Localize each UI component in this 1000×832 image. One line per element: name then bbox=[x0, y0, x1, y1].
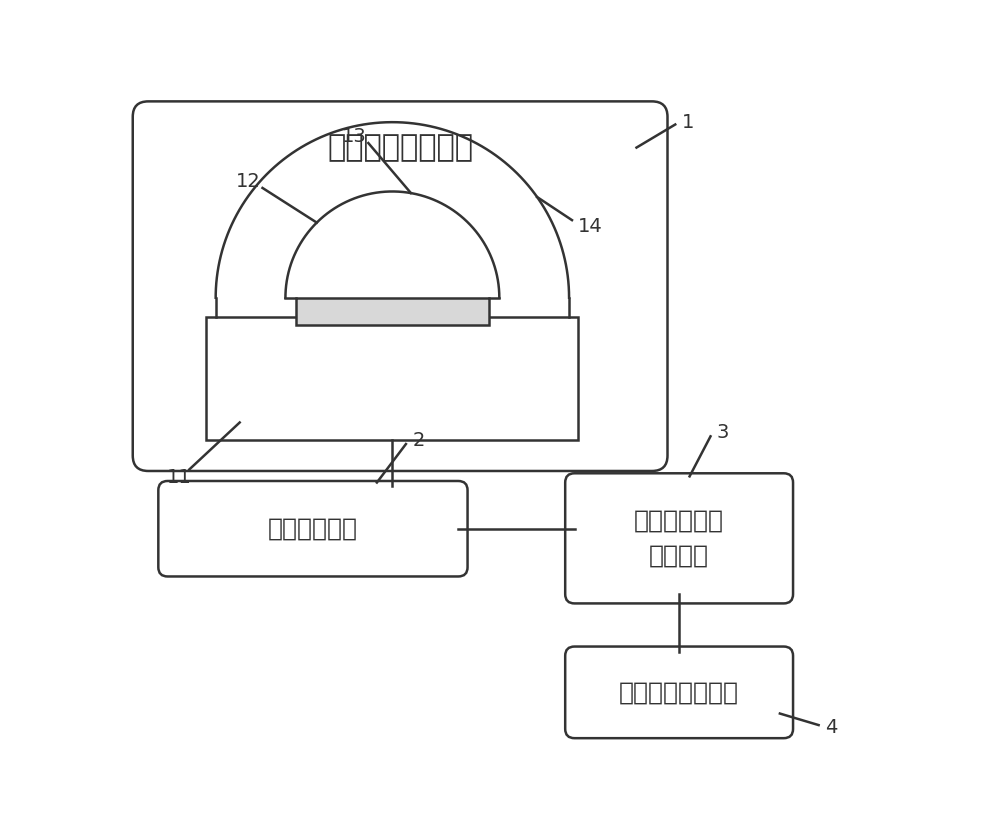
Text: 14: 14 bbox=[578, 217, 603, 235]
Text: 3: 3 bbox=[717, 423, 729, 442]
Text: 11: 11 bbox=[167, 468, 192, 487]
Text: 13: 13 bbox=[342, 127, 367, 146]
FancyBboxPatch shape bbox=[158, 481, 468, 577]
Text: 天气现象记录系统: 天气现象记录系统 bbox=[327, 133, 473, 162]
Text: 激光雷达数据
采集模块: 激光雷达数据 采集模块 bbox=[634, 508, 724, 568]
FancyBboxPatch shape bbox=[565, 646, 793, 738]
Text: 原始数据处理模块: 原始数据处理模块 bbox=[619, 681, 739, 705]
Text: 12: 12 bbox=[236, 172, 261, 191]
FancyBboxPatch shape bbox=[565, 473, 793, 603]
Text: 1: 1 bbox=[681, 112, 694, 131]
FancyBboxPatch shape bbox=[133, 102, 668, 471]
Bar bbox=[206, 317, 578, 440]
Text: 图像处理系统: 图像处理系统 bbox=[268, 517, 358, 541]
Text: 4: 4 bbox=[825, 718, 837, 737]
Bar bbox=[296, 298, 489, 324]
Text: 2: 2 bbox=[412, 431, 425, 449]
